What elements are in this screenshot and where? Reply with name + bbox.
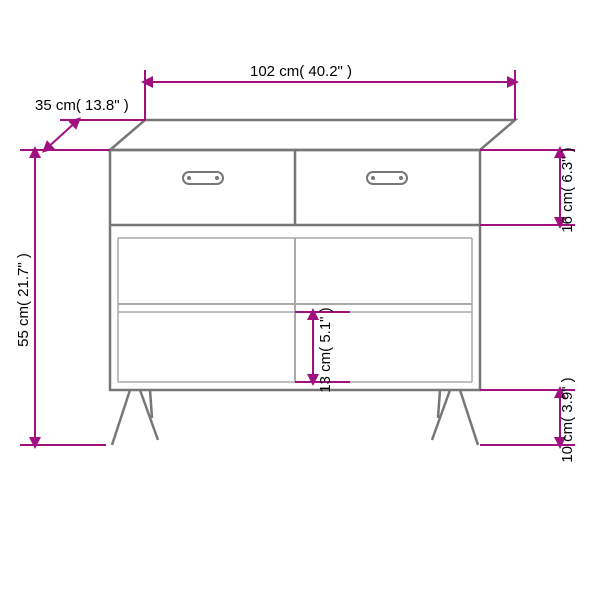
label-drawer: 16 cm( 6.3" ) xyxy=(559,147,576,232)
label-width: 102 cm( 40.2" ) xyxy=(250,63,352,80)
label-depth: 35 cm( 13.8" ) xyxy=(35,97,129,114)
label-shelf: 13 cm( 5.1" ) xyxy=(317,307,334,392)
cabinet-outline xyxy=(110,120,515,445)
drawer-handle-right xyxy=(367,172,407,184)
label-height: 55 cm( 21.7" ) xyxy=(15,253,32,347)
label-leg: 10 cm( 3.9" ) xyxy=(559,377,576,462)
legs xyxy=(112,390,478,445)
dimension-diagram: 35 cm( 13.8" ) 102 cm( 40.2" ) 55 cm( 21… xyxy=(0,0,600,600)
drawer-handle-left xyxy=(183,172,223,184)
dim-height xyxy=(20,150,110,445)
